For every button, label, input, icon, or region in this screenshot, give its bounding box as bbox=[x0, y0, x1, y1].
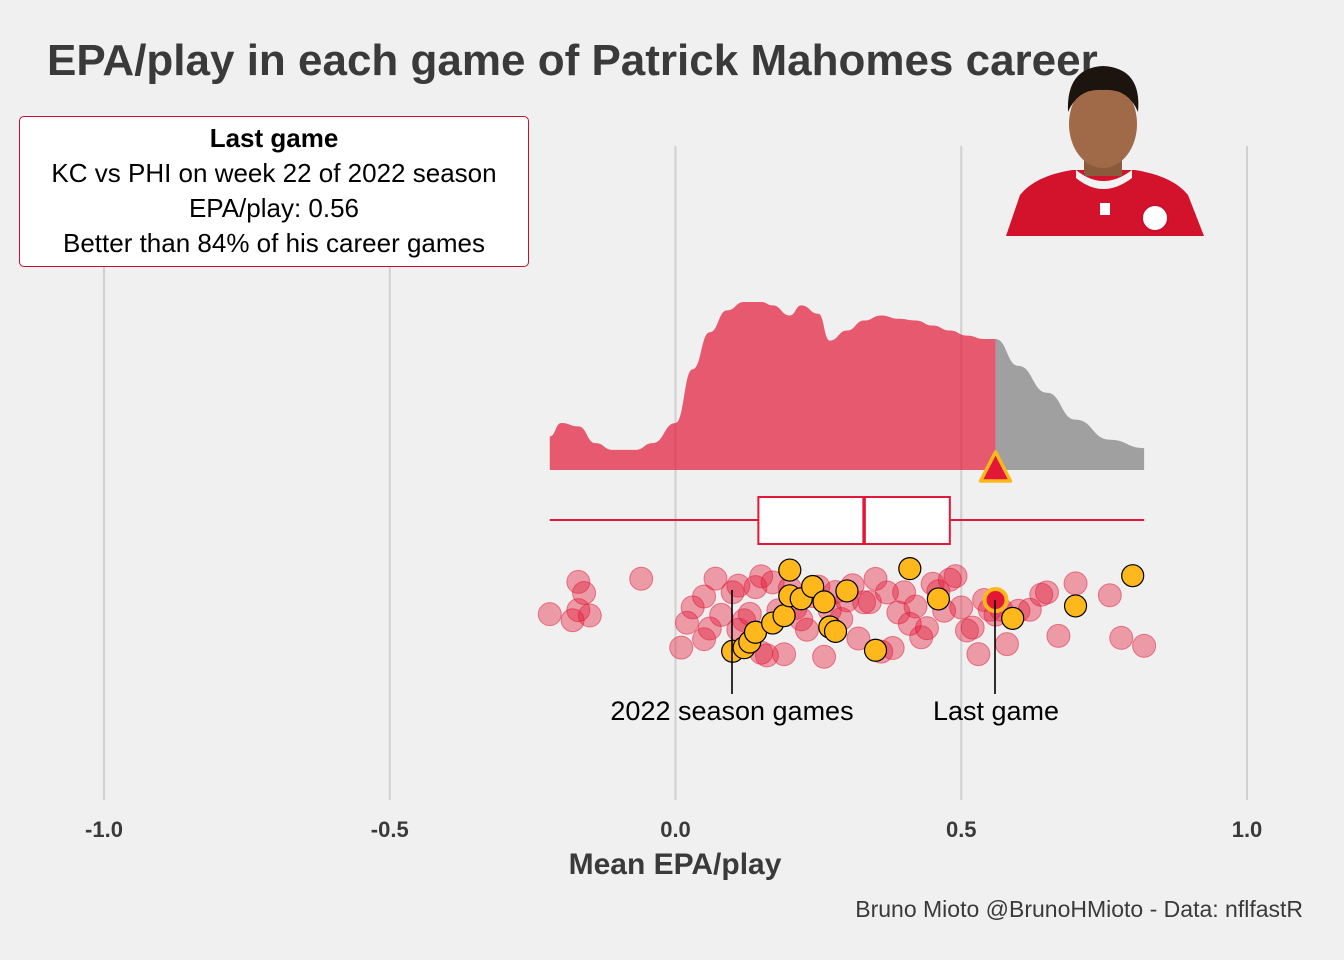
career-game-point bbox=[794, 617, 819, 642]
career-game-point bbox=[943, 564, 968, 589]
infobox-epa: EPA/play: 0.56 bbox=[188, 193, 360, 223]
career-game-point bbox=[1046, 623, 1071, 648]
season-2022-game-point bbox=[772, 604, 796, 628]
x-tick-label: 0.5 bbox=[946, 817, 977, 842]
career-game-point bbox=[692, 584, 717, 609]
collar-shape bbox=[1076, 170, 1132, 189]
season-2022-game-point bbox=[835, 579, 859, 603]
density-career-below-last-game bbox=[549, 302, 996, 470]
career-game-point bbox=[874, 580, 899, 605]
career-game-point bbox=[812, 644, 837, 669]
career-game-point bbox=[629, 566, 654, 591]
career-game-point bbox=[903, 594, 928, 619]
career-game-point bbox=[749, 564, 774, 589]
x-axis-label: Mean EPA/play bbox=[569, 848, 782, 881]
boxplot-layer bbox=[549, 496, 1145, 545]
face-shape bbox=[1069, 80, 1137, 168]
caption: Bruno Mioto @BrunoHMioto - Data: nflfast… bbox=[855, 896, 1303, 922]
career-game-point bbox=[960, 615, 985, 640]
points-layer bbox=[537, 557, 1157, 669]
infobox-matchup: KC vs PHI on week 22 of 2022 season bbox=[51, 158, 497, 188]
density-layer bbox=[549, 302, 1145, 483]
career-game-point bbox=[914, 616, 939, 641]
season-2022-game-point bbox=[863, 638, 888, 662]
box-iqr bbox=[757, 496, 951, 545]
season-2022-game-point bbox=[812, 590, 836, 614]
season-2022-game-point bbox=[1001, 606, 1025, 630]
career-game-point bbox=[669, 635, 694, 660]
player-photo bbox=[1006, 66, 1204, 236]
career-game-point bbox=[846, 626, 871, 651]
career-game-point bbox=[754, 643, 779, 668]
nfl-shield bbox=[1100, 203, 1110, 215]
annotation-layer: 2022 season games Last game bbox=[610, 590, 1059, 726]
career-game-point bbox=[1097, 583, 1122, 608]
career-game-point bbox=[994, 632, 1019, 657]
density-career-above-last-game bbox=[995, 338, 1145, 470]
career-game-point bbox=[966, 642, 991, 667]
infobox-percentile: Better than 84% of his career games bbox=[62, 228, 485, 258]
career-game-point bbox=[566, 598, 591, 623]
season-2022-game-point bbox=[823, 619, 848, 644]
x-axis-ticks: -1.0 -0.5 0.0 0.5 1.0 bbox=[85, 817, 1262, 842]
career-game-point bbox=[772, 642, 797, 667]
x-tick-label: 1.0 bbox=[1232, 817, 1263, 842]
x-tick-label: -1.0 bbox=[85, 817, 123, 842]
season-2022-game-point bbox=[1121, 564, 1145, 588]
career-game-point bbox=[852, 590, 877, 615]
career-game-point bbox=[1063, 571, 1088, 596]
career-game-point bbox=[692, 627, 717, 652]
x-tick-label: 0.0 bbox=[660, 817, 691, 842]
chart-title: EPA/play in each game of Patrick Mahomes… bbox=[47, 36, 1098, 85]
career-game-point bbox=[949, 595, 974, 620]
last-game-annotation-label: Last game bbox=[933, 696, 1059, 726]
last-game-marker bbox=[978, 450, 1013, 483]
x-tick-label: -0.5 bbox=[371, 817, 409, 842]
season-2022-game-point bbox=[926, 587, 950, 611]
season-2022-game-point bbox=[898, 557, 922, 581]
career-game-point bbox=[577, 603, 602, 628]
logo-patch bbox=[1141, 204, 1169, 232]
season-annotation-label: 2022 season games bbox=[610, 696, 853, 726]
infobox-heading: Last game bbox=[209, 123, 339, 153]
career-game-point bbox=[1132, 633, 1157, 658]
career-game-point bbox=[1034, 580, 1059, 605]
last-game-infobox: Last game KC vs PHI on week 22 of 2022 s… bbox=[19, 116, 529, 267]
career-game-point bbox=[703, 566, 728, 591]
season-2022-game-point bbox=[1063, 594, 1088, 618]
season-2022-game-point bbox=[778, 558, 802, 582]
career-game-point bbox=[566, 569, 591, 594]
hair-shape bbox=[1067, 66, 1139, 112]
career-game-point bbox=[1109, 625, 1134, 650]
career-game-point bbox=[537, 602, 562, 627]
career-game-point bbox=[674, 610, 699, 635]
